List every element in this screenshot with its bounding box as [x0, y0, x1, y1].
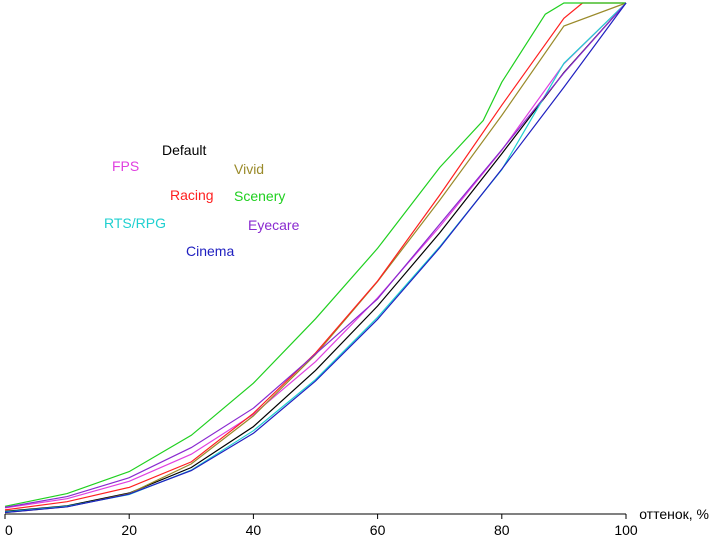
legend-label-cinema: Cinema: [186, 243, 234, 259]
legend: Default FPS Vivid Racing Scenery RTS/RPG Eyeca…: [104, 142, 300, 259]
x-axis-label: оттенок, %: [639, 506, 709, 522]
legend-label-default: Default: [162, 142, 206, 158]
legend-label-fps: FPS: [112, 158, 139, 174]
series-line-cinema: [4, 2, 627, 514]
x-tick-label: 80: [494, 522, 510, 538]
x-axis: [4, 513, 627, 519]
x-tick-label: 60: [370, 522, 386, 538]
series-line-racing: [4, 2, 626, 511]
series-line-scenery: [4, 2, 626, 507]
x-tick-label: 0: [5, 522, 13, 538]
legend-label-vivid: Vivid: [234, 161, 264, 177]
series-line-fps: [4, 2, 627, 509]
series-line-vivid: [4, 2, 627, 514]
x-tick-labels: 0 20 40 60 80 100: [5, 522, 638, 538]
x-tick-label: 40: [246, 522, 262, 538]
legend-label-racing: Racing: [170, 187, 214, 203]
series-layer: [4, 2, 627, 514]
x-tick-label: 20: [121, 522, 137, 538]
legend-label-scenery: Scenery: [234, 188, 285, 204]
legend-label-rts-rpg: RTS/RPG: [104, 215, 166, 231]
x-tick-label: 100: [614, 522, 638, 538]
series-line-default: [4, 2, 627, 512]
series-line-rts-rpg: [4, 2, 627, 513]
series-line-eyecare: [4, 2, 627, 508]
legend-label-eyecare: Eyecare: [248, 217, 300, 233]
